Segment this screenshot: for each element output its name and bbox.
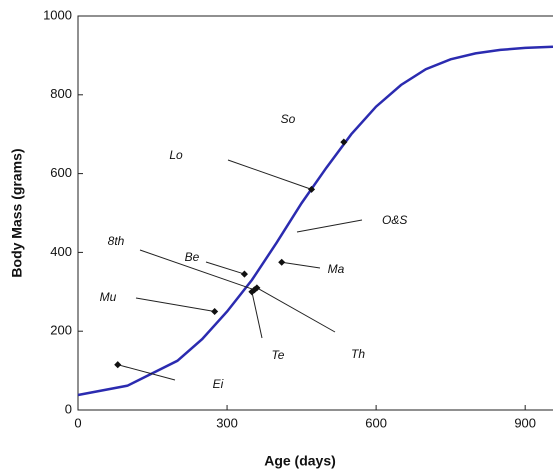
point-label: Mu: [100, 290, 117, 304]
axis-frame: [77, 15, 553, 411]
leader-line: [139, 249, 255, 291]
annotation: O&S: [382, 213, 407, 227]
point-label: So: [281, 112, 296, 126]
leader-line: [117, 364, 176, 381]
x-axis-title: Age (days): [264, 453, 336, 469]
data-point: [253, 284, 261, 292]
leader-line: [296, 219, 363, 233]
y-axis-title: Body Mass (grams): [9, 148, 25, 277]
y-tick-label: 800: [50, 86, 72, 101]
data-point: [240, 270, 248, 278]
x-tick-label: 900: [514, 415, 536, 430]
y-tick-label: 600: [50, 165, 72, 180]
leader-line: [227, 159, 312, 190]
y-tick-label: 200: [50, 323, 72, 338]
leader-line: [205, 261, 245, 275]
data-point: [248, 288, 256, 296]
point-label: Ei: [213, 377, 224, 391]
data-point: [340, 138, 348, 146]
leader-line: [256, 287, 336, 333]
leader-line: [281, 261, 321, 269]
x-tick-label: 600: [365, 415, 387, 430]
x-tick-label: 0: [74, 415, 81, 430]
point-label: Te: [272, 348, 285, 362]
y-tick-label: 0: [65, 401, 72, 416]
data-point: [278, 258, 286, 266]
x-tick-label: 300: [216, 415, 238, 430]
point-label: 8th: [108, 234, 125, 248]
data-point: [211, 307, 219, 316]
data-point: [114, 361, 122, 369]
leader-line: [251, 291, 263, 339]
point-label: Be: [185, 250, 200, 264]
point-label: Lo: [169, 148, 183, 162]
growth-curve: [77, 45, 553, 397]
point-label: Th: [351, 347, 365, 361]
leader-line: [135, 297, 215, 312]
data-point: [307, 185, 316, 193]
y-tick-label: 1000: [43, 7, 72, 22]
y-tick-label: 400: [50, 244, 72, 259]
point-label: Ma: [328, 262, 345, 276]
